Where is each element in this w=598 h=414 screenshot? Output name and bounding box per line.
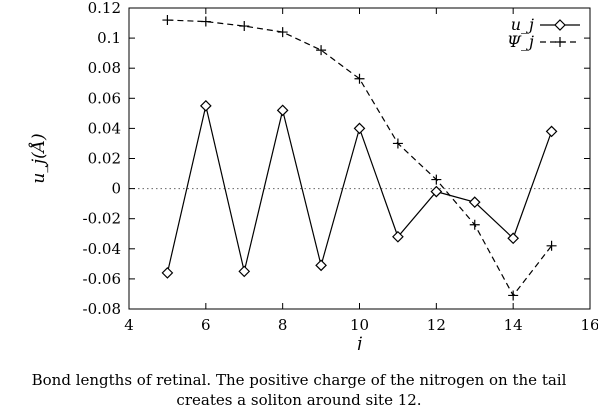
data-point-plus bbox=[162, 15, 173, 26]
y-tick-label: 0.08 bbox=[88, 59, 121, 77]
figure-caption: Bond lengths of retinal. The positive ch… bbox=[0, 370, 598, 410]
data-point-diamond bbox=[238, 265, 251, 278]
data-point-plus bbox=[546, 240, 557, 251]
x-tick-label: 8 bbox=[278, 316, 288, 334]
series-line-1 bbox=[167, 19, 553, 297]
data-point-diamond bbox=[554, 19, 566, 31]
data-point-plus bbox=[354, 73, 365, 84]
data-point-diamond bbox=[507, 232, 520, 245]
data-point-diamond bbox=[430, 185, 443, 198]
y-tick-label: -0.06 bbox=[83, 270, 121, 288]
data-point-diamond bbox=[392, 230, 404, 243]
y-tick-label: 0.04 bbox=[88, 119, 121, 137]
x-tick-label: 4 bbox=[124, 316, 134, 334]
chart-svg: -0.08 -0.06 -0.04 -0.02 0 0.02 0.04 0.06 0.08 0.1… bbox=[28, 0, 598, 354]
x-tick-label: 14 bbox=[504, 316, 523, 334]
y-tick-label: -0.08 bbox=[83, 300, 121, 318]
legend: u_jΨ_j bbox=[507, 15, 580, 51]
chart: -0.08 -0.06 -0.04 -0.02 0 0.02 0.04 0.06 0.08 0.1… bbox=[28, 0, 598, 354]
legend-label: u_j bbox=[511, 15, 534, 34]
y-tick-label: 0.1 bbox=[97, 29, 121, 47]
data-point-plus bbox=[277, 27, 288, 38]
y-tick-label: 0.06 bbox=[88, 89, 121, 107]
x-tick-label: 12 bbox=[427, 316, 446, 334]
y-tick-label: 0.12 bbox=[88, 0, 121, 17]
caption-line-2: creates a soliton around site 12. bbox=[176, 391, 422, 409]
plot-frame bbox=[128, 7, 591, 310]
y-tick-label: 0 bbox=[111, 180, 121, 198]
data-point-diamond bbox=[353, 122, 366, 135]
series-1 bbox=[162, 15, 557, 301]
y-tick-label: 0.02 bbox=[88, 150, 121, 168]
data-point-plus bbox=[508, 290, 519, 301]
data-point-diamond bbox=[315, 259, 327, 272]
data-point-diamond bbox=[468, 196, 481, 208]
caption-line-1: Bond lengths of retinal. The positive ch… bbox=[31, 371, 567, 389]
data-point-plus bbox=[555, 37, 565, 47]
data-point-plus bbox=[431, 174, 442, 185]
y-tick-label: -0.04 bbox=[83, 240, 121, 258]
legend-label: Ψ_j bbox=[507, 32, 534, 51]
x-axis-label: j bbox=[353, 334, 363, 350]
data-point-diamond bbox=[276, 104, 289, 117]
data-point-plus bbox=[239, 21, 250, 32]
data-point-plus bbox=[316, 45, 327, 56]
x-tick-label: 16 bbox=[580, 316, 598, 334]
data-point-plus bbox=[200, 16, 211, 27]
data-point-plus bbox=[469, 219, 480, 230]
x-tick-label: 10 bbox=[350, 316, 369, 334]
data-point-diamond bbox=[199, 99, 212, 112]
data-point-diamond bbox=[545, 125, 558, 138]
series-0 bbox=[161, 99, 558, 279]
data-point-plus bbox=[392, 138, 403, 149]
y-axis-label: u_j(Å) bbox=[28, 133, 49, 183]
x-tick-label: 6 bbox=[201, 316, 211, 334]
data-point-diamond bbox=[161, 267, 174, 279]
y-tick-label: -0.02 bbox=[83, 210, 121, 228]
